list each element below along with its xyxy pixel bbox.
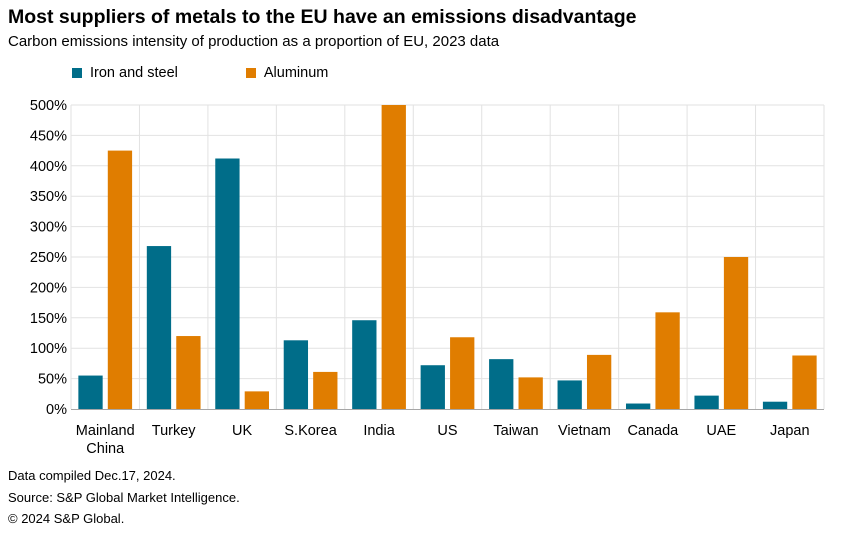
legend-item-iron: Iron and steel [72, 65, 178, 81]
legend-swatch-aluminum [245, 68, 256, 78]
bar-aluminum [450, 337, 475, 409]
legend-label-iron: Iron and steel [90, 65, 178, 81]
x-tick-label: Vietnam [558, 423, 611, 439]
bar-iron-and-steel [146, 246, 172, 409]
legend-label-aluminum: Aluminum [263, 65, 329, 81]
footer-copyright: © 2024 S&P Global. [8, 511, 125, 526]
bar-aluminum [586, 354, 612, 409]
bar-iron-and-steel [420, 365, 445, 409]
bar-aluminum [655, 312, 680, 409]
x-tick-label: Taiwan [493, 423, 538, 439]
bar-iron-and-steel [625, 403, 651, 409]
bar-aluminum [313, 371, 338, 409]
bar-aluminum [244, 391, 270, 409]
y-tick-label: 100% [30, 341, 67, 357]
bar-aluminum [792, 355, 817, 409]
bar-iron-and-steel [762, 401, 788, 409]
x-tick-label: Canada [627, 423, 679, 439]
x-tick-label: Turkey [152, 423, 197, 439]
y-tick-label: 250% [30, 250, 67, 266]
legend-item-aluminum: Aluminum [245, 65, 329, 81]
chart-title: Most suppliers of metals to the EU have … [8, 6, 637, 28]
y-tick-label: 500% [30, 98, 67, 114]
chart-legend: Iron and steel Aluminum [72, 64, 396, 82]
x-tick-label: UK [232, 423, 252, 439]
bar-aluminum [723, 257, 749, 409]
bar-iron-and-steel [694, 395, 719, 409]
bar-aluminum [107, 150, 133, 409]
x-tick-label: Mainland China [76, 423, 135, 457]
y-tick-label: 400% [30, 159, 67, 175]
x-tick-label: US [437, 423, 457, 439]
footer-data-compiled: Data compiled Dec.17, 2024. [8, 468, 176, 483]
x-tick-label: UAE [706, 423, 736, 439]
bar-iron-and-steel [557, 380, 582, 409]
y-tick-label: 200% [30, 280, 67, 296]
bar-iron-and-steel [283, 340, 309, 409]
bar-aluminum [176, 336, 201, 409]
footer-source: Source: S&P Global Market Intelligence. [8, 490, 240, 505]
legend-swatch-iron [72, 68, 82, 78]
x-tick-label: India [363, 423, 395, 439]
bar-iron-and-steel [78, 375, 103, 409]
y-tick-label: 300% [30, 220, 67, 236]
bar-iron-and-steel [489, 359, 514, 409]
y-tick-label: 0% [46, 402, 67, 418]
bar-iron-and-steel [352, 320, 377, 409]
bar-aluminum [518, 377, 543, 409]
y-tick-label: 150% [30, 311, 67, 327]
y-tick-label: 350% [30, 189, 67, 205]
chart-subtitle: Carbon emissions intensity of production… [8, 33, 500, 50]
x-tick-label: S.Korea [284, 423, 337, 439]
bar-aluminum [381, 105, 406, 409]
y-tick-label: 50% [38, 372, 67, 388]
x-tick-label: Japan [770, 423, 810, 439]
y-tick-label: 450% [30, 128, 67, 144]
bar-iron-and-steel [215, 158, 240, 409]
